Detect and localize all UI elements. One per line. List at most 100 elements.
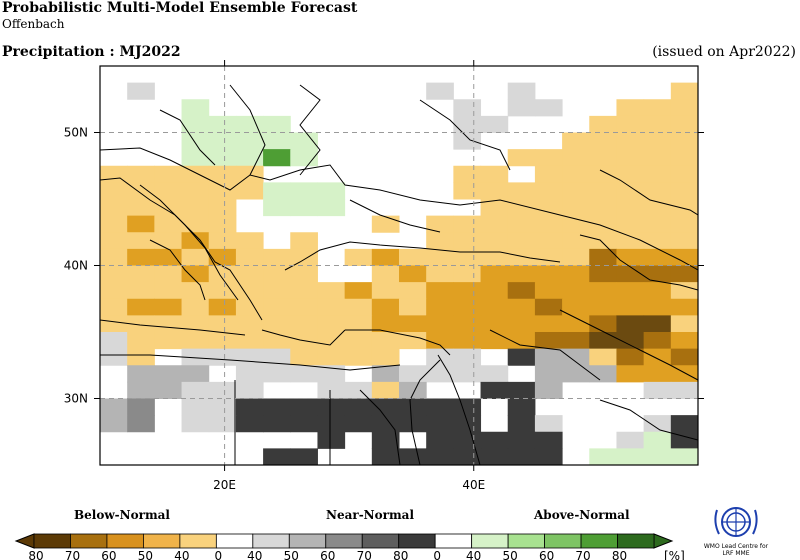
forecast-cell xyxy=(643,265,672,283)
forecast-cell xyxy=(290,199,318,217)
legend-swatch xyxy=(434,533,473,549)
forecast-cell xyxy=(100,332,128,350)
forecast-cell xyxy=(371,298,400,316)
forecast-cell xyxy=(562,298,590,316)
forecast-cell xyxy=(507,348,536,366)
legend-label: 80 xyxy=(28,549,43,560)
forecast-cell xyxy=(670,82,698,100)
forecast-cell xyxy=(562,215,590,233)
forecast-cell xyxy=(100,348,128,366)
forecast-cell xyxy=(154,365,183,383)
forecast-cell xyxy=(643,165,672,183)
forecast-cell xyxy=(154,265,183,283)
forecast-cell xyxy=(290,265,318,283)
forecast-cell xyxy=(670,348,698,366)
forecast-cell xyxy=(263,265,291,283)
forecast-cell xyxy=(371,215,400,233)
forecast-cell xyxy=(154,165,183,183)
forecast-cell xyxy=(344,248,373,266)
forecast-cell xyxy=(100,282,128,300)
legend-unit: [%] xyxy=(664,549,685,560)
forecast-cell xyxy=(181,149,210,167)
forecast-cell xyxy=(480,315,509,333)
forecast-cell xyxy=(507,448,536,465)
forecast-cell xyxy=(263,199,291,217)
forecast-cell xyxy=(426,298,454,316)
forecast-cell xyxy=(208,332,237,350)
forecast-cell xyxy=(399,315,427,333)
forecast-cell xyxy=(453,415,482,433)
legend-label: 40 xyxy=(466,549,481,560)
forecast-cell xyxy=(154,232,183,250)
forecast-cell xyxy=(127,182,155,200)
forecast-cell xyxy=(344,315,373,333)
lat-tick-label: 30N xyxy=(64,392,88,406)
forecast-cell xyxy=(643,415,672,433)
forecast-cell xyxy=(670,182,698,200)
forecast-cell xyxy=(507,149,536,167)
forecast-cell xyxy=(589,448,617,465)
coastline-path xyxy=(100,147,698,271)
forecast-cell xyxy=(643,332,672,350)
legend-label: 60 xyxy=(320,549,335,560)
coastline-path xyxy=(599,169,698,216)
forecast-cell xyxy=(426,332,454,350)
legend-label: 0 xyxy=(433,549,441,560)
legend-label: 60 xyxy=(101,549,116,560)
forecast-cell xyxy=(589,332,617,350)
forecast-cell xyxy=(670,315,698,333)
category-near-normal: Near-Normal xyxy=(326,508,415,522)
forecast-cell xyxy=(534,282,563,300)
forecast-cell xyxy=(154,215,183,233)
forecast-cell xyxy=(453,431,482,449)
forecast-cell xyxy=(616,431,645,449)
legend-label: 40 xyxy=(174,549,189,560)
forecast-cell xyxy=(263,415,291,433)
forecast-cell xyxy=(562,332,590,350)
forecast-cell xyxy=(589,298,617,316)
coastline-path xyxy=(349,199,441,233)
forecast-cell xyxy=(426,248,454,266)
forecast-cell xyxy=(453,448,482,465)
legend-swatch xyxy=(580,533,618,549)
legend-label: 50 xyxy=(502,549,517,560)
forecast-cell xyxy=(643,298,672,316)
legend-label: 50 xyxy=(138,549,153,560)
forecast-cell xyxy=(208,348,237,366)
coastline-path xyxy=(284,241,561,271)
forecast-cell xyxy=(480,381,509,399)
forecast-cell xyxy=(317,431,346,449)
forecast-cell xyxy=(453,265,482,283)
forecast-cell xyxy=(317,182,346,200)
forecast-cell xyxy=(127,415,155,433)
forecast-cell xyxy=(562,199,590,217)
forecast-cell xyxy=(371,398,400,416)
forecast-cell xyxy=(534,232,563,250)
forecast-cell xyxy=(127,248,155,266)
forecast-cell xyxy=(589,182,617,200)
forecast-cell xyxy=(643,115,672,133)
forecast-cell xyxy=(181,415,210,433)
forecast-cell xyxy=(371,381,400,399)
forecast-cell xyxy=(235,182,264,200)
forecast-cell xyxy=(208,182,237,200)
forecast-cell xyxy=(344,415,373,433)
forecast-cell xyxy=(100,215,128,233)
forecast-cell xyxy=(643,431,672,449)
forecast-cell xyxy=(616,448,645,465)
forecast-cell xyxy=(181,365,210,383)
forecast-cell xyxy=(670,431,698,449)
forecast-cell xyxy=(589,199,617,217)
forecast-cell xyxy=(154,282,183,300)
forecast-cell xyxy=(263,149,291,167)
forecast-cell xyxy=(127,282,155,300)
forecast-cell xyxy=(208,115,237,133)
forecast-cell xyxy=(670,132,698,150)
forecast-cell xyxy=(616,99,645,117)
forecast-cell xyxy=(235,332,264,350)
forecast-cell xyxy=(208,298,237,316)
forecast-cell xyxy=(589,365,617,383)
forecast-cell xyxy=(589,265,617,283)
forecast-cell xyxy=(643,99,672,117)
forecast-cell xyxy=(616,215,645,233)
